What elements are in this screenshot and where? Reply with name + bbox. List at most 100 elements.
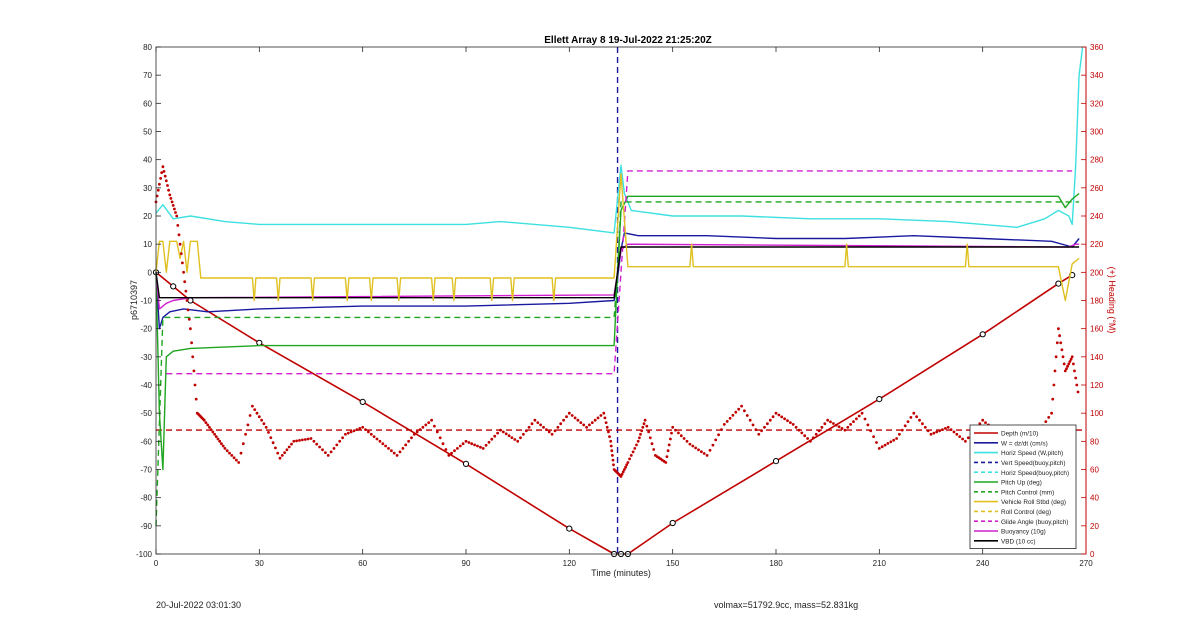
series-pitch-up-deg (155, 192, 1080, 471)
heading-point (202, 418, 206, 422)
heading-point (262, 422, 266, 426)
depth-marker (979, 331, 986, 338)
heading-point (593, 418, 597, 422)
x-tick-label: 210 (873, 559, 887, 568)
heading-point (158, 182, 161, 186)
heading-point (407, 439, 410, 443)
heading-point (671, 425, 675, 429)
heading-point (267, 431, 270, 434)
x-tick-label: 270 (1079, 559, 1093, 568)
heading-point (694, 446, 697, 450)
heading-point (444, 448, 448, 451)
heading-point (473, 443, 476, 447)
heading-point (647, 430, 650, 434)
heading-point (166, 184, 169, 187)
heading-point (306, 437, 310, 441)
depth-marker (462, 460, 470, 467)
heading-point (421, 425, 425, 429)
y-axis-label: p6710397 (129, 280, 139, 320)
heading-point (763, 425, 766, 429)
heading-point (194, 397, 198, 401)
heading-point (246, 423, 250, 427)
heading-point (635, 443, 638, 447)
y2-tick-label: 20 (1090, 522, 1099, 531)
heading-point (211, 430, 215, 434)
heading-point (276, 451, 280, 455)
heading-point (918, 418, 921, 422)
heading-point (193, 383, 197, 387)
heading-point (941, 428, 944, 431)
heading-point (176, 224, 180, 227)
heading-point (361, 425, 365, 429)
y-tick-label: -80 (140, 494, 152, 503)
heading-point (607, 430, 610, 434)
heading-point (280, 454, 284, 457)
heading-point (278, 456, 282, 460)
heading-point (958, 435, 962, 438)
depth-marker (772, 458, 780, 465)
heading-point (168, 193, 172, 197)
heading-point (582, 423, 586, 427)
heading-point (412, 432, 416, 436)
heading-point (665, 455, 669, 458)
footer-timestamp: 20-Jul-2022 03:01:30 (156, 600, 242, 610)
y-tick-label: -100 (136, 550, 153, 559)
heading-point (766, 422, 769, 426)
heading-point (791, 423, 795, 426)
heading-point (837, 425, 841, 429)
heading-point (1062, 362, 1066, 366)
y-tick-label: 80 (143, 43, 152, 52)
heading-point (610, 449, 614, 453)
heading-point (860, 411, 864, 415)
heading-point (599, 414, 603, 417)
heading-point (536, 421, 540, 424)
heading-point (255, 411, 259, 415)
heading-point (189, 327, 192, 331)
heading-point (225, 449, 229, 453)
heading-point (883, 443, 887, 447)
heading-point (251, 404, 254, 408)
heading-point (398, 450, 402, 454)
heading-point (155, 194, 159, 198)
y2-tick-label: 100 (1090, 409, 1104, 418)
heading-point (754, 428, 758, 431)
heading-point (855, 417, 858, 421)
heading-point (621, 470, 625, 474)
y-tick-label: -60 (140, 437, 152, 446)
heading-point (184, 289, 188, 293)
heading-point (872, 435, 875, 438)
heading-point (1074, 376, 1078, 380)
heading-point (1061, 355, 1065, 359)
heading-point (161, 165, 165, 169)
heading-point (1070, 355, 1074, 359)
heading-point (1069, 357, 1073, 361)
heading-point (780, 415, 784, 419)
series-glide-angle-buoy-pitch (166, 170, 1073, 375)
y-tick-label: 50 (143, 128, 152, 137)
heading-point (487, 440, 491, 444)
heading-point (513, 438, 517, 441)
heading-point (728, 416, 732, 420)
heading-point (877, 447, 881, 450)
heading-point (464, 439, 468, 443)
heading-point (846, 425, 850, 429)
heading-point (688, 442, 692, 446)
heading-point (677, 431, 680, 435)
x-tick-label: 30 (255, 559, 264, 568)
heading-point (697, 448, 700, 452)
heading-point (596, 416, 600, 420)
heading-point (705, 454, 709, 457)
legend-label: VBD (10 cc) (1001, 538, 1035, 545)
heading-point (875, 441, 878, 444)
heading-point (329, 450, 333, 454)
heading-point (909, 416, 913, 419)
heading-point (711, 443, 715, 447)
heading-point (806, 437, 809, 440)
depth-marker (359, 398, 366, 405)
y-tick-label: 20 (143, 212, 152, 221)
heading-point (929, 432, 933, 436)
heading-point (301, 438, 304, 442)
heading-point (248, 414, 252, 417)
heading-point (981, 418, 985, 422)
heading-point (504, 432, 508, 436)
